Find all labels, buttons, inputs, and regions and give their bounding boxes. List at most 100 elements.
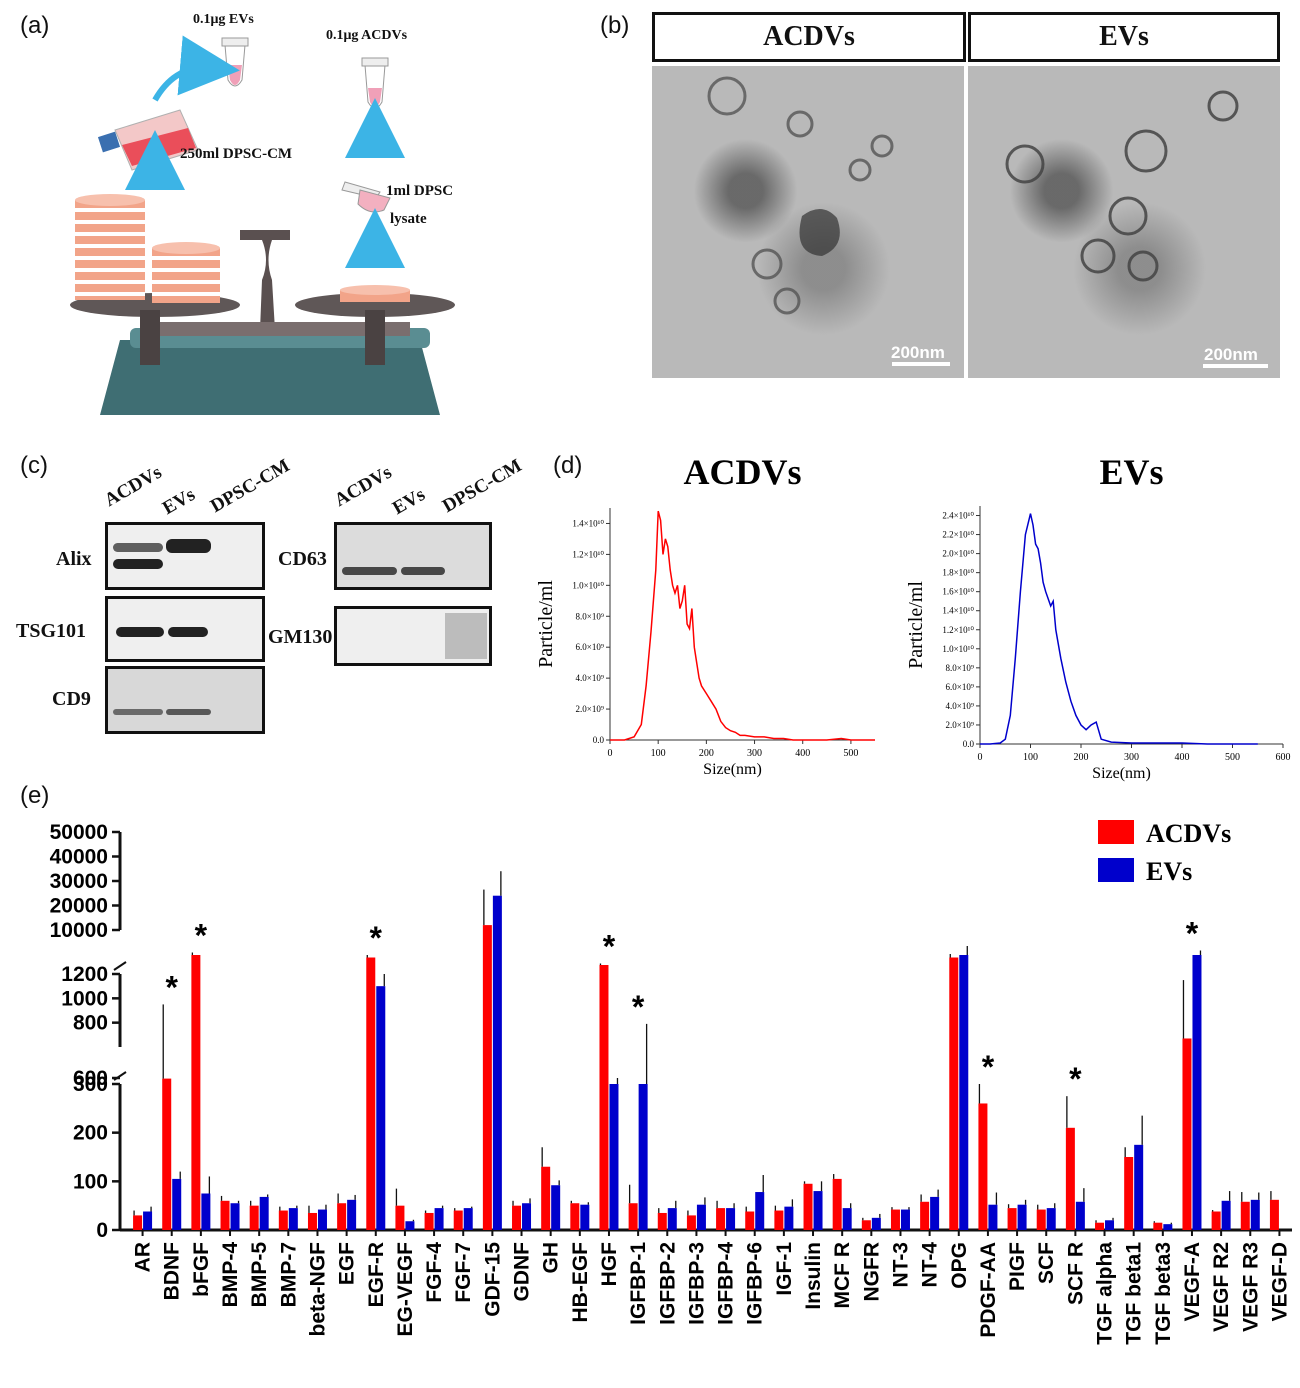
y-tick-label: 1.2×10¹⁰ <box>942 625 974 635</box>
x-tick-label: FGF-4 <box>423 1242 446 1303</box>
bar-evs <box>930 1196 940 1230</box>
bar-evs <box>230 1203 240 1230</box>
bar-acdvs <box>133 1215 143 1230</box>
significance-star: * <box>603 929 616 965</box>
x-tick-label: IGFBP-4 <box>715 1242 738 1325</box>
x-tick-label: 500 <box>1225 752 1240 763</box>
x-tick-label: IGF-1 <box>773 1242 796 1296</box>
bar-acdvs <box>1182 1038 1192 1230</box>
x-tick-label: 0 <box>978 752 983 763</box>
tem-header-evs: EVs <box>968 12 1280 62</box>
x-tick-label: NT-4 <box>919 1242 942 1288</box>
bar-acdvs <box>1036 1209 1046 1230</box>
bar-evs <box>376 986 386 1230</box>
y-tick-label: 10000 <box>50 919 108 942</box>
bar-evs <box>551 1185 561 1230</box>
nta-title: EVs <box>1099 452 1163 492</box>
x-tick-label: SCF R <box>1064 1242 1087 1305</box>
bar-acdvs <box>162 1078 172 1230</box>
x-tick-label: GH <box>540 1242 563 1274</box>
lane-dpsccm-right: DPSC-CM <box>439 455 526 518</box>
bar-evs <box>405 1221 415 1230</box>
blot-label-cd9: CD9 <box>52 688 91 710</box>
bar-evs <box>259 1196 269 1230</box>
dish-stack-large <box>75 194 145 300</box>
panel-d-letter: (d) <box>553 452 583 479</box>
significance-star: * <box>1186 916 1199 952</box>
bar-evs <box>1105 1220 1115 1230</box>
x-tick-label: Insulin <box>802 1242 825 1310</box>
significance-star: * <box>370 920 383 956</box>
x-tick-label: EGF <box>336 1242 359 1285</box>
axis-break <box>113 961 127 971</box>
bar-evs <box>609 1084 619 1230</box>
bar-acdvs <box>191 955 201 1230</box>
y-tick-label: 200 <box>73 1122 108 1145</box>
bar-acdvs <box>949 957 959 1230</box>
bar-acdvs <box>395 1205 405 1230</box>
y-tick-label: 2.0×10¹⁰ <box>942 549 974 559</box>
x-tick-label: IGFBP-3 <box>685 1242 708 1325</box>
bar-acdvs <box>1095 1222 1105 1230</box>
tube-evs <box>221 37 249 87</box>
bar-evs <box>522 1203 532 1230</box>
bar-evs <box>842 1208 852 1230</box>
x-tick-label: TGF beta3 <box>1152 1242 1175 1345</box>
bar-acdvs <box>366 957 376 1230</box>
bar-evs <box>696 1204 706 1230</box>
tem-header-acdvs: ACDVs <box>652 12 966 62</box>
bar-acdvs <box>453 1210 463 1230</box>
bar-evs <box>755 1192 765 1230</box>
panel-c-letter: (c) <box>20 452 48 479</box>
bar-evs <box>1017 1204 1027 1230</box>
y-tick-label: 2.0×10⁹ <box>576 704 604 714</box>
bar-evs <box>900 1209 910 1230</box>
x-tick-label: IGFBP-2 <box>656 1242 679 1325</box>
legend-swatch-acdvs <box>1098 820 1134 844</box>
bar-acdvs <box>1124 1157 1134 1230</box>
bar-acdvs <box>570 1203 580 1230</box>
bar-acdvs <box>920 1201 930 1230</box>
y-tick-label: 20000 <box>50 895 108 918</box>
nta-series-line <box>980 513 1258 745</box>
x-tick-label: BMP-4 <box>219 1242 242 1308</box>
x-tick-label: 200 <box>699 748 714 759</box>
bar-evs <box>288 1208 298 1230</box>
y-tick-label: 2.0×10⁹ <box>946 720 974 730</box>
bar-acdvs <box>424 1212 434 1230</box>
bar-evs <box>1163 1224 1173 1230</box>
y-tick-label: 1.6×10¹⁰ <box>942 587 974 597</box>
tube-acdvs <box>361 57 389 109</box>
tem-image-acdvs: 200nm <box>652 66 964 378</box>
label-evs: 0.1μg EVs <box>193 12 254 27</box>
nta-title: ACDVs <box>683 452 801 492</box>
x-tick-label: VEGF R3 <box>1239 1242 1262 1332</box>
x-tick-label: NT-3 <box>889 1242 912 1288</box>
significance-star: * <box>982 1049 995 1085</box>
lane-acdvs-left: ACDVs <box>101 461 166 512</box>
bar-evs <box>1192 955 1202 1230</box>
y-tick-label: 30000 <box>50 870 108 893</box>
y-tick-label: 1.4×10¹⁰ <box>572 518 604 528</box>
y-tick-label: 600 <box>73 1067 108 1090</box>
bar-evs <box>1046 1208 1056 1230</box>
x-tick-label: NGFR <box>860 1242 883 1302</box>
significance-star: * <box>1069 1061 1082 1097</box>
bar-acdvs <box>774 1210 784 1230</box>
x-tick-label: BDNF <box>161 1242 184 1300</box>
x-tick-label: SCF <box>1035 1242 1058 1284</box>
bar-evs <box>1250 1199 1260 1230</box>
x-tick-label: 300 <box>747 748 762 759</box>
y-tick-label: 1.4×10¹⁰ <box>942 606 974 616</box>
x-tick-label: OPG <box>948 1242 971 1289</box>
y-tick-label: 40000 <box>50 846 108 869</box>
x-tick-label: 400 <box>1175 752 1190 763</box>
x-tick-label: HGF <box>598 1242 621 1287</box>
y-tick-label: 1200 <box>61 963 108 986</box>
y-tick-label: 6.0×10⁹ <box>576 642 604 652</box>
nta-chart-evs: EVs 0.0 2.0×10⁹ 4.0×10⁹ 6.0×10⁹ 8.0×10⁹ 1.0×10… <box>905 452 1291 782</box>
balance-base <box>100 340 440 415</box>
label-lysate-1: 1ml DPSC <box>386 183 454 199</box>
